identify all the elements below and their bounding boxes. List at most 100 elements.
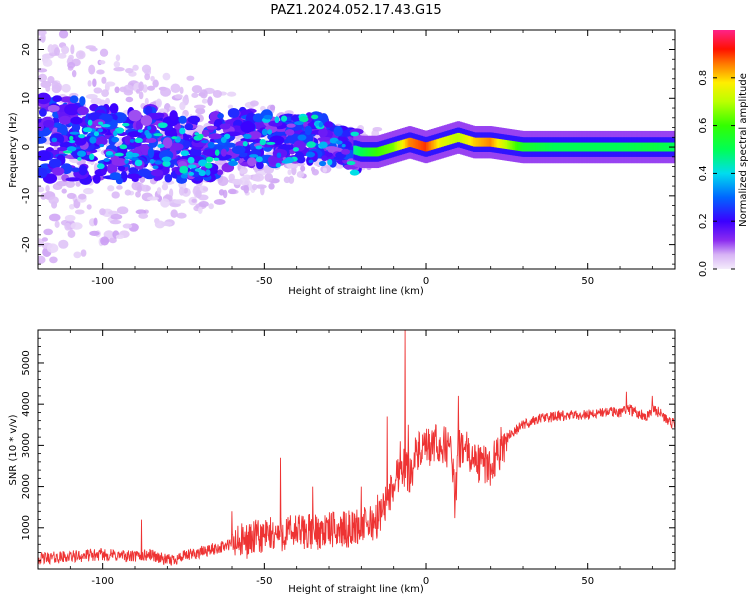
signal-blob [38, 92, 51, 105]
signal-peak [101, 124, 111, 128]
signal-peak [161, 156, 172, 162]
signal-blob [219, 123, 231, 130]
signal-peak [111, 136, 120, 143]
signal-peak [137, 129, 143, 133]
noise-speckle [228, 173, 235, 181]
noise-speckle [55, 82, 63, 92]
signal-blob [38, 122, 44, 132]
signal-peak [194, 168, 202, 172]
signal-peak [164, 161, 171, 167]
signal-blob [147, 147, 155, 159]
noise-speckle [48, 196, 59, 205]
spectrogram-y-axis-label: Frequency (Hz) [8, 112, 19, 188]
signal-blob [168, 142, 184, 151]
signal-blob [52, 166, 65, 176]
signal-peak [266, 141, 276, 145]
signal-blob [231, 145, 246, 155]
signal-blob [209, 112, 216, 122]
noise-speckle [269, 104, 276, 111]
signal-peak [274, 116, 280, 124]
signal-blob [256, 161, 264, 170]
signal-blob [318, 127, 328, 138]
signal-peak [89, 136, 97, 144]
signal-blob [217, 112, 224, 119]
noise-speckle [113, 67, 125, 72]
noise-speckle [201, 98, 208, 104]
signal-blob [164, 173, 173, 183]
noise-speckle [93, 217, 98, 226]
signal-blob [128, 109, 142, 122]
noise-speckle [124, 67, 134, 74]
signal-peak [113, 130, 118, 137]
signal-peak [249, 154, 259, 158]
noise-speckle [283, 176, 291, 184]
signal-peak [93, 131, 100, 137]
signal-blob [227, 107, 240, 119]
signal-blob [52, 95, 63, 103]
signal-peak [335, 140, 343, 145]
noise-speckle [43, 228, 54, 236]
noise-speckle [115, 54, 121, 62]
noise-speckle [88, 64, 96, 75]
noise-speckle [232, 178, 243, 186]
noise-speckle [195, 107, 206, 115]
noise-speckle [141, 64, 152, 74]
signal-peak [97, 163, 105, 170]
snr-background [38, 330, 675, 569]
signal-peak [276, 152, 282, 159]
signal-blob [126, 173, 143, 180]
signal-blob [106, 163, 118, 174]
signal-blob [150, 169, 164, 177]
noise-speckle [123, 89, 134, 96]
noise-speckle [288, 175, 295, 184]
x-tick-label: 50 [581, 276, 594, 287]
signal-peak [220, 136, 227, 144]
signal-blob [57, 146, 68, 152]
noise-speckle [144, 73, 151, 81]
signal-peak [87, 119, 93, 126]
noise-speckle [162, 72, 171, 81]
noise-speckle [227, 104, 234, 109]
signal-blob [53, 122, 62, 128]
noise-speckle [99, 208, 106, 216]
noise-speckle [38, 30, 47, 36]
noise-speckle [45, 184, 50, 193]
signal-blob [64, 103, 80, 116]
y-tick-label: 3000 [21, 433, 32, 458]
signal-peak [261, 128, 268, 136]
signal-blob [325, 146, 338, 151]
noise-speckle [38, 255, 46, 265]
signal-blob [117, 165, 126, 171]
signal-blob [187, 115, 201, 124]
noise-speckle [212, 89, 223, 98]
noise-speckle [64, 214, 76, 222]
noise-speckle [105, 81, 116, 87]
signal-peak [153, 133, 163, 137]
signal-peak [105, 150, 114, 156]
noise-speckle [45, 85, 51, 92]
signal-peak [77, 157, 82, 161]
signal-blob [38, 136, 47, 144]
signal-blob [240, 120, 256, 133]
noise-speckle [251, 183, 258, 191]
noise-speckle [227, 188, 237, 195]
noise-speckle [152, 79, 159, 88]
noise-speckle [38, 73, 48, 83]
noise-speckle [179, 101, 186, 111]
signal-peak [255, 156, 263, 163]
noise-speckle [75, 181, 81, 187]
signal-peak [82, 127, 93, 133]
colorbar-gradient [713, 30, 735, 269]
signal-peak [319, 141, 328, 149]
signal-blob [140, 143, 150, 156]
noise-speckle [162, 180, 175, 185]
y-tick-label: 10 [21, 92, 32, 105]
signal-peak [171, 136, 178, 140]
noise-speckle [239, 168, 246, 175]
noise-speckle [58, 30, 69, 39]
signal-peak [77, 150, 87, 157]
noise-speckle [138, 91, 144, 100]
noise-speckle [116, 185, 123, 190]
signal-blob [285, 129, 295, 136]
